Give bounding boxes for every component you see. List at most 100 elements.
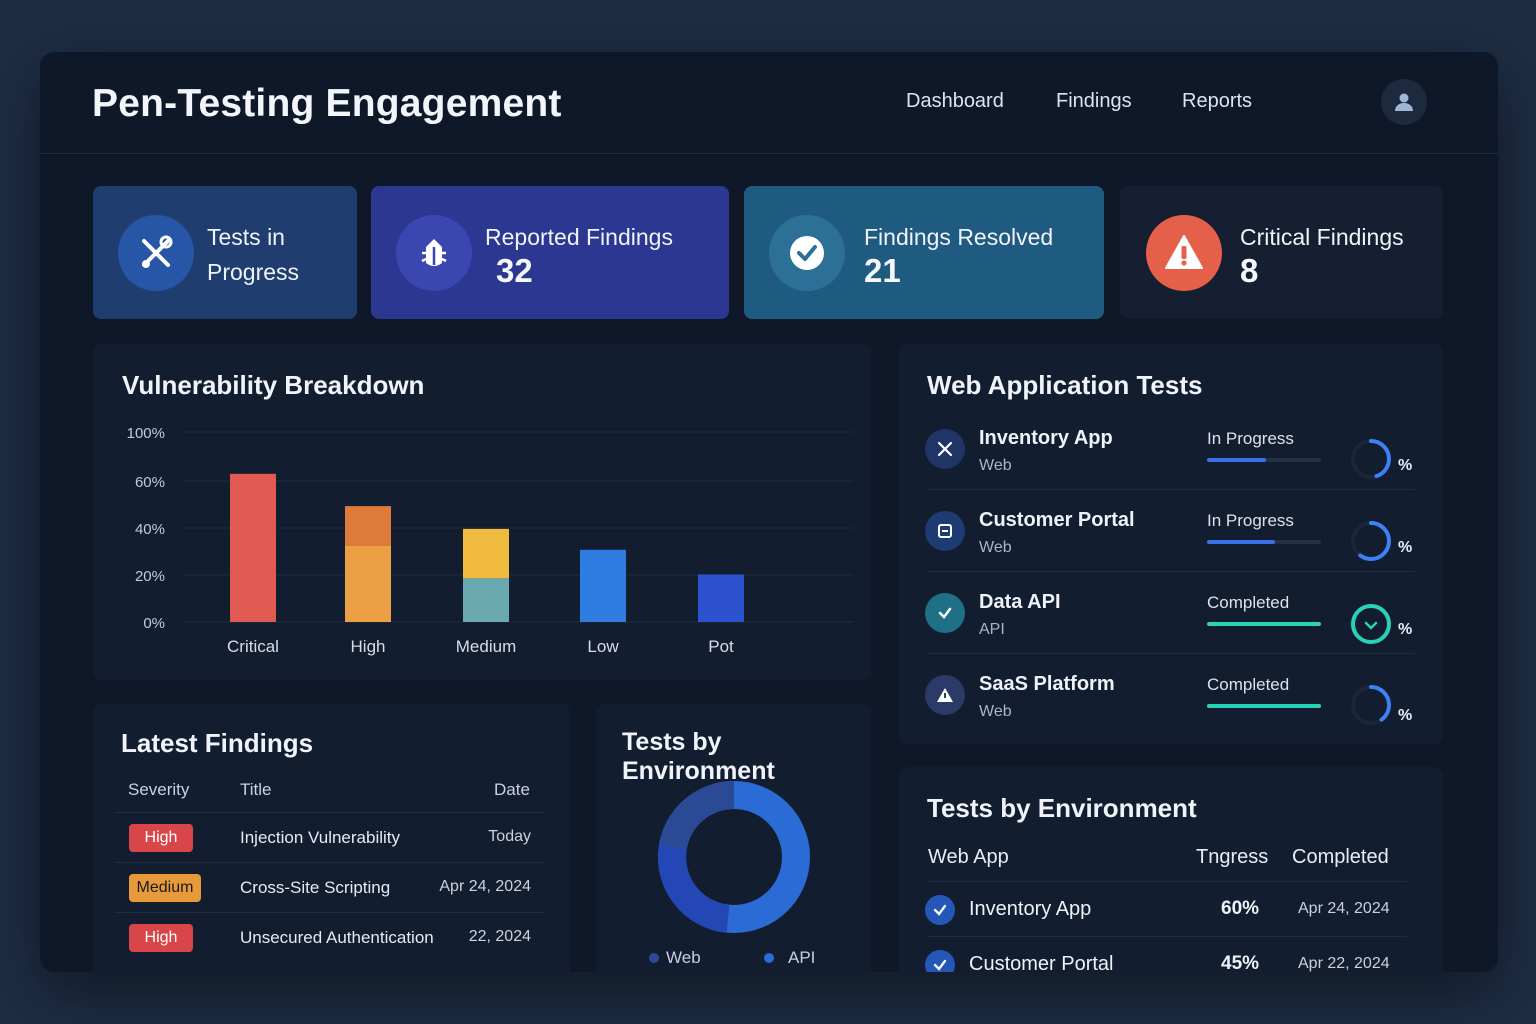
- web-test-row[interactable]: Inventory App Web In Progress%: [899, 421, 1443, 503]
- bar-critical: [230, 473, 276, 622]
- web-test-row[interactable]: Data API API Completed%: [899, 585, 1443, 667]
- web-test-row[interactable]: SaaS Platform Web Completed%: [899, 667, 1443, 749]
- panel-title: Tests by Environment: [927, 793, 1197, 823]
- check-icon: [925, 895, 955, 925]
- portal-icon: [925, 511, 965, 551]
- nav-dashboard[interactable]: Dashboard: [906, 90, 1004, 112]
- progress-bar-fill: [1207, 622, 1321, 626]
- severity-badge: Medium: [129, 874, 201, 902]
- column-header-web-app[interactable]: Web App: [928, 846, 1009, 868]
- progress-bar: [1207, 458, 1321, 462]
- x-tick-label: Critical: [227, 637, 279, 656]
- stat-card-reported-findings[interactable]: Reported Findings 32: [371, 186, 729, 319]
- web-test-status: In Progress: [1207, 429, 1294, 448]
- web-test-type: API: [979, 621, 1005, 638]
- env-progress: 45%: [1221, 953, 1260, 972]
- nav-reports[interactable]: Reports: [1182, 90, 1253, 112]
- finding-row[interactable]: Medium Cross-Site Scripting Apr 24, 2024: [40, 874, 585, 914]
- finding-date: 22, 2024: [468, 928, 531, 945]
- bar-medium: [463, 578, 509, 622]
- finding-title: Injection Vulnerability: [240, 828, 401, 847]
- web-application-tests-panel: Web Application Tests Inventory App Web In…: [899, 344, 1443, 744]
- progress-ring: [1351, 604, 1391, 644]
- finding-date: Today: [488, 828, 531, 845]
- finding-row[interactable]: High Unsecured Authentication 22, 2024: [40, 924, 585, 964]
- progress-bar: [1207, 704, 1321, 708]
- stat-label: Reported Findings: [485, 224, 673, 250]
- progress-percent: %: [1398, 539, 1413, 556]
- progress-bar-fill: [1207, 704, 1321, 708]
- web-test-type: Web: [979, 703, 1012, 720]
- panel-title: Web Application Tests: [927, 370, 1203, 400]
- column-header-progress[interactable]: Tngress: [1196, 846, 1269, 868]
- progress-bar-fill: [1207, 458, 1267, 462]
- column-header-title[interactable]: Title: [240, 780, 272, 799]
- progress-percent: %: [1398, 457, 1413, 474]
- stat-value: 32: [496, 252, 533, 289]
- warning-icon: [925, 675, 965, 715]
- progress-ring: [1351, 439, 1391, 479]
- row-divider: [927, 881, 1407, 882]
- row-divider: [927, 489, 1415, 490]
- column-header-severity[interactable]: Severity: [128, 780, 190, 799]
- stat-label: Findings Resolved: [864, 224, 1054, 250]
- check-icon: [769, 215, 845, 291]
- check-icon: [925, 950, 955, 972]
- progress-ring: [1351, 685, 1391, 725]
- donut-segment-web: [659, 781, 735, 850]
- env-date: Apr 24, 2024: [1298, 900, 1390, 917]
- y-tick-label: 60%: [135, 474, 165, 491]
- bar-low: [580, 549, 626, 622]
- env-progress: 60%: [1221, 898, 1260, 919]
- page-title: Pen-Testing Engagement: [92, 82, 562, 125]
- avatar[interactable]: [1381, 79, 1427, 125]
- legend-label-api: API: [788, 948, 816, 967]
- row-divider: [927, 936, 1407, 937]
- bar-pot: [698, 574, 744, 622]
- env-app-name: Customer Portal: [969, 953, 1114, 972]
- stat-label: Critical Findings: [1240, 224, 1404, 250]
- env-app-name: Inventory App: [969, 898, 1092, 920]
- progress-bar: [1207, 540, 1321, 544]
- column-header-completed[interactable]: Completed: [1292, 846, 1389, 868]
- legend-label-web: Web: [666, 948, 701, 967]
- bug-icon: [396, 215, 472, 291]
- row-divider: [927, 571, 1415, 572]
- stat-card-findings-resolved[interactable]: Findings Resolved 21: [744, 186, 1104, 319]
- web-test-status: Completed: [1207, 675, 1290, 694]
- progress-bar: [1207, 622, 1321, 626]
- finding-title: Unsecured Authentication: [240, 928, 434, 947]
- bar-medium: [463, 528, 509, 579]
- row-divider: [927, 653, 1415, 654]
- stat-value: 8: [1240, 252, 1259, 289]
- env-table-row[interactable]: Inventory App 60% Apr 24, 2024: [899, 892, 1443, 936]
- vulnerability-breakdown-panel: Vulnerability Breakdown 100% 60% 40% 20% 0% C…: [93, 344, 871, 680]
- vulnerability-chart: 100% 60% 40% 20% 0% Critical High Medium Low Pot: [127, 425, 853, 656]
- legend-dot-web: [649, 953, 659, 963]
- env-date: Apr 22, 2024: [1298, 955, 1390, 972]
- row-divider: [114, 862, 545, 863]
- y-tick-label: 100%: [127, 425, 165, 442]
- nav-findings[interactable]: Findings: [1056, 90, 1132, 112]
- app-window: Pen-Testing Engagement Dashboard Finding…: [40, 52, 1498, 972]
- y-tick-label: 0%: [143, 615, 165, 632]
- progress-ring: [1351, 521, 1391, 561]
- env-table-row[interactable]: Customer Portal 45% Apr 22, 2024: [899, 947, 1443, 972]
- progress-percent: %: [1398, 707, 1413, 724]
- severity-badge: High: [129, 824, 193, 852]
- web-test-type: Web: [979, 539, 1012, 556]
- progress-bar-fill: [1207, 540, 1276, 544]
- column-header-date[interactable]: Date: [494, 780, 530, 799]
- web-test-row[interactable]: Customer Portal Web In Progress%: [899, 503, 1443, 585]
- x-tick-label: High: [351, 637, 386, 656]
- tools-icon: [118, 215, 194, 291]
- finding-row[interactable]: High Injection Vulnerability Today: [40, 824, 585, 864]
- top-bar: Pen-Testing Engagement Dashboard Finding…: [40, 52, 1498, 154]
- panel-title: Vulnerability Breakdown: [122, 370, 425, 400]
- web-test-name: SaaS Platform: [979, 673, 1115, 695]
- tests-by-environment-donut-panel: Tests by Environment Web API: [596, 704, 871, 972]
- x-tick-label: Pot: [708, 637, 734, 656]
- stat-card-critical-findings[interactable]: Critical Findings 8: [1120, 186, 1443, 319]
- stat-card-tests-in-progress[interactable]: Tests in Progress: [93, 186, 357, 319]
- y-tick-label: 20%: [135, 568, 165, 585]
